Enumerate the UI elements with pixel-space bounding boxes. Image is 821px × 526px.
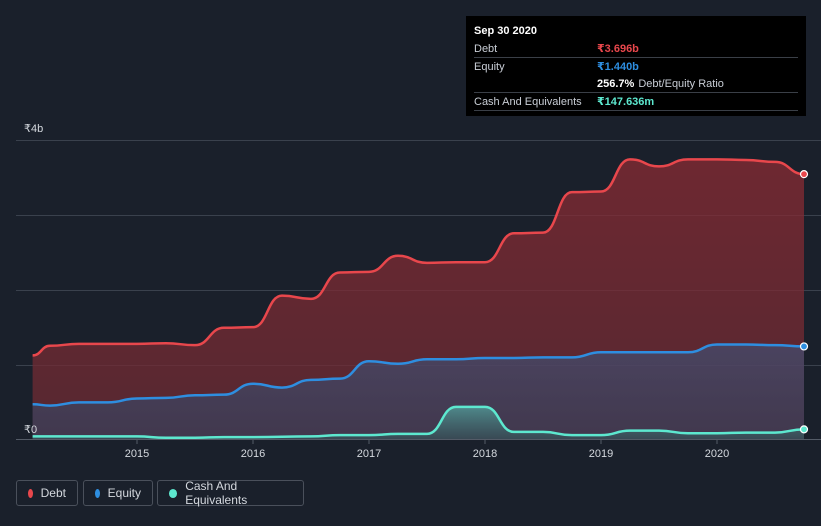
equity-area bbox=[32, 344, 805, 439]
tooltip-date: Sep 30 2020 bbox=[474, 25, 537, 37]
legend-item-equity[interactable]: Equity bbox=[83, 480, 153, 506]
tooltip-ratio-value: 256.7% bbox=[597, 78, 635, 90]
tooltip-cash-value: ₹147.636m bbox=[597, 96, 655, 108]
x-tick-label-2018: 2018 bbox=[473, 448, 497, 460]
x-tick-label-2016: 2016 bbox=[241, 448, 265, 460]
legend-equity-label: Equity bbox=[107, 486, 141, 500]
legend-item-debt[interactable]: Debt bbox=[16, 480, 78, 506]
legend-debt-label: Debt bbox=[40, 486, 66, 500]
x-axis-ticks: 2015 2016 2017 2018 2019 2020 bbox=[125, 440, 729, 460]
tooltip-cash-label: Cash And Equivalents bbox=[474, 96, 582, 108]
tooltip-cash-row: Cash And Equivalents ₹147.636m bbox=[474, 94, 798, 111]
tooltip-equity-row: Equity ₹1.440b bbox=[474, 59, 798, 75]
cash-end-marker bbox=[799, 425, 809, 434]
cash-line bbox=[32, 405, 805, 439]
series-lines bbox=[32, 158, 805, 439]
x-tick-label-2019: 2019 bbox=[589, 448, 613, 460]
debt-line bbox=[32, 158, 805, 357]
tooltip-ratio-row: 256.7% Debt/Equity Ratio bbox=[474, 76, 798, 93]
legend-item-cash[interactable]: Cash And Equivalents bbox=[157, 479, 304, 507]
tooltip-ratio-label: Debt/Equity Ratio bbox=[638, 78, 724, 90]
legend-cash-label: Cash And Equivalents bbox=[185, 479, 248, 507]
y-tick-label-zero: ₹0 bbox=[24, 424, 37, 436]
tooltip-debt-label: Debt bbox=[474, 43, 498, 55]
series-areas bbox=[32, 159, 805, 440]
x-tick-label-2017: 2017 bbox=[357, 448, 381, 460]
cash-area bbox=[32, 406, 805, 439]
equity-line bbox=[32, 343, 805, 407]
equity-legend-dot-icon bbox=[95, 488, 100, 498]
tooltip-debt-value: ₹3.696b bbox=[597, 43, 639, 55]
hover-tooltip: Sep 30 2020 Debt ₹3.696b Equity ₹1.440b … bbox=[466, 16, 806, 116]
equity-end-marker bbox=[799, 342, 809, 351]
cash-legend-dot-icon bbox=[169, 488, 178, 498]
debt-legend-dot-icon bbox=[28, 488, 33, 498]
x-tick-label-2020: 2020 bbox=[705, 448, 729, 460]
tooltip-equity-value: ₹1.440b bbox=[597, 61, 639, 73]
end-markers bbox=[799, 170, 809, 434]
debt-end-marker bbox=[799, 170, 809, 179]
tooltip-debt-row: Debt ₹3.696b bbox=[474, 41, 798, 58]
tooltip-equity-label: Equity bbox=[474, 61, 505, 73]
y-tick-label-top: ₹4b bbox=[24, 123, 43, 135]
x-tick-label-2015: 2015 bbox=[125, 448, 149, 460]
